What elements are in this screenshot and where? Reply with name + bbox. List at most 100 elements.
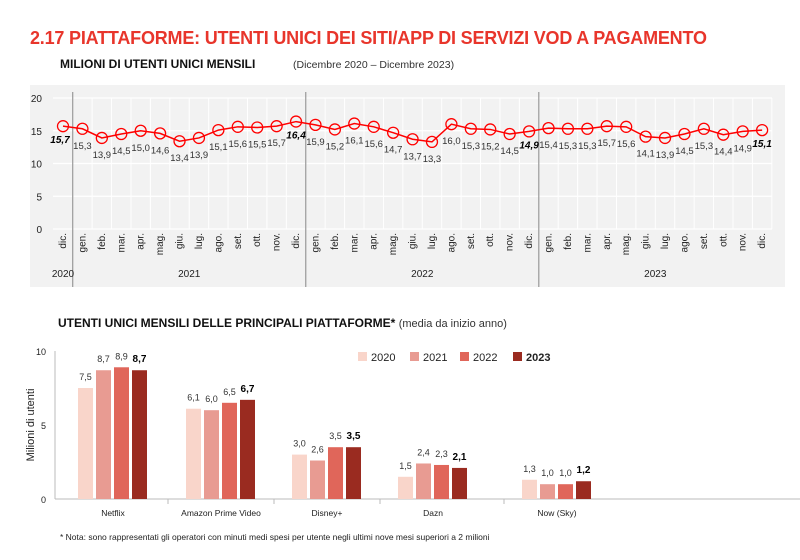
data-label: 14,5 <box>112 146 131 157</box>
x-tick-label: mag. <box>388 233 399 255</box>
x-tick-label: apr. <box>136 233 147 250</box>
data-label: 3,0 <box>293 439 306 449</box>
data-label: 13,3 <box>423 154 442 165</box>
data-label: 15,1 <box>209 142 228 153</box>
data-point <box>484 123 497 136</box>
data-label: 13,9 <box>656 150 675 161</box>
bar <box>78 388 93 499</box>
x-tick-label: lug. <box>660 233 671 249</box>
data-label: 14,4 <box>714 147 733 158</box>
data-label: 14,7 <box>384 145 403 156</box>
data-label: 1,3 <box>523 464 536 474</box>
data-label: 2,3 <box>435 449 448 459</box>
legend-swatch <box>460 352 469 361</box>
data-point <box>153 127 167 140</box>
data-label: 15,6 <box>617 139 636 150</box>
data-label: 15,0 <box>131 143 150 154</box>
data-label: 16,4 <box>286 131 306 142</box>
x-tick-label: dic. <box>291 233 302 249</box>
x-tick-label: lug. <box>427 233 438 249</box>
data-point <box>212 123 225 137</box>
data-label: 14,1 <box>636 149 655 160</box>
data-point <box>192 131 206 145</box>
data-label: 15,3 <box>462 141 481 152</box>
data-point <box>736 125 749 138</box>
data-label: 13,9 <box>93 150 112 161</box>
x-tick-label: dic. <box>757 233 768 249</box>
y-tick-label: 0 <box>36 225 42 236</box>
x-tick-label: feb. <box>97 233 108 250</box>
data-label: 14,5 <box>500 146 519 157</box>
bar-chart-subtitle: (media da inizio anno) <box>398 318 507 330</box>
data-label: 2,1 <box>453 452 467 463</box>
data-label: 7,5 <box>79 372 92 382</box>
data-label: 14,6 <box>151 145 170 156</box>
x-tick-label: dic. <box>524 233 535 249</box>
x-tick-label: nov. <box>738 233 749 251</box>
data-point <box>697 122 711 135</box>
data-label: 15,3 <box>695 141 714 152</box>
x-tick-label: apr. <box>602 233 613 250</box>
bar <box>522 479 537 499</box>
x-tick-label: ago. <box>213 233 224 252</box>
x-tick-label: feb. <box>563 233 574 250</box>
x-tick-label: giu. <box>641 233 652 249</box>
x-tick-label: set. <box>699 233 710 249</box>
data-point <box>600 120 613 133</box>
legend-swatch <box>358 352 367 361</box>
bar <box>240 399 255 499</box>
line-chart-subtitle: (Dicembre 2020 – Dicembre 2023) <box>293 59 455 71</box>
x-tick-label: gen. <box>544 233 555 252</box>
x-tick-label: ott. <box>252 233 263 247</box>
data-point <box>386 126 400 139</box>
data-label: 15,2 <box>481 141 500 152</box>
footnote: * Nota: sono rappresentati gli operatori… <box>60 532 490 542</box>
legend-swatch <box>513 352 522 361</box>
data-point <box>581 122 594 135</box>
data-label: 15,1 <box>752 139 772 150</box>
bar <box>292 454 307 499</box>
legend-label: 2021 <box>423 352 447 364</box>
data-label: 15,4 <box>539 140 558 151</box>
data-label: 1,2 <box>577 465 591 476</box>
bar-chart: 0 5 10 Milioni di utenti Netflix 7,5 8,7 8,9 8,7… <box>25 347 800 518</box>
data-point <box>542 121 555 135</box>
category-label: Disney+ <box>312 508 343 518</box>
x-tick-label: nov. <box>272 233 283 251</box>
bar <box>452 467 467 499</box>
category-label: Amazon Prime Video <box>181 508 261 518</box>
bar <box>96 370 111 499</box>
y-tick-label: 0 <box>41 495 46 505</box>
data-point <box>289 115 303 128</box>
year-label: 2023 <box>644 269 667 280</box>
legend-label: 2022 <box>473 352 497 364</box>
data-point <box>503 127 516 141</box>
data-label: 8,9 <box>115 351 128 361</box>
bar <box>416 463 431 499</box>
data-point <box>367 120 380 133</box>
line-chart-panel <box>30 85 785 287</box>
x-tick-label: ott. <box>485 233 496 247</box>
data-label: 6,1 <box>187 393 200 403</box>
data-label: 2,4 <box>417 447 430 457</box>
line-chart: 0 5 10 15 20 dic. gen. feb. mar. apr. mag. giu. lug.… <box>31 92 773 287</box>
data-label: 13,7 <box>403 151 422 162</box>
data-point <box>678 127 691 141</box>
data-label: 6,5 <box>223 387 236 397</box>
x-tick-label: mag. <box>621 233 632 255</box>
data-label: 14,5 <box>675 146 694 157</box>
x-tick-label: mar. <box>582 233 593 252</box>
data-label: 15,6 <box>364 139 383 150</box>
bar-chart-title: UTENTI UNICI MENSILI DELLE PRINCIPALI PI… <box>58 316 507 330</box>
x-tick-label: giu. <box>175 233 186 249</box>
data-label: 8,7 <box>97 354 110 364</box>
legend-label: 2020 <box>371 352 395 364</box>
data-label: 14,9 <box>733 143 752 154</box>
bar <box>558 484 573 499</box>
data-label: 6,0 <box>205 394 218 404</box>
data-point <box>406 133 419 146</box>
data-point <box>561 122 575 135</box>
line-chart-title: MILIONI DI UTENTI UNICI MENSILI <box>60 57 256 71</box>
legend-label: 2023 <box>526 352 550 364</box>
bar <box>434 464 449 499</box>
